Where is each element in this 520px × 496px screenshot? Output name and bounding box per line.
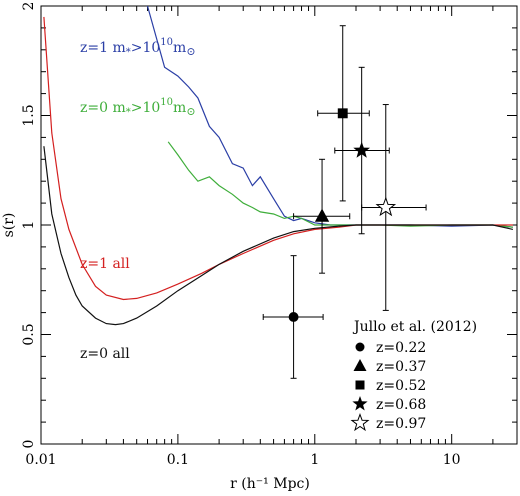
legend-label: z=0.68 [376,397,426,413]
legend-label: z=0.22 [376,340,426,356]
curve-z0-all [43,146,514,326]
point-z-0-68 [353,141,370,158]
point-z-0-37 [314,208,330,222]
legend-label: z=0.97 [376,416,426,432]
curve-z0-mass [167,141,513,228]
label-z1-mass: z=1 m*>1010m⊙ [80,37,196,58]
y-tick-label: 0.5 [21,323,37,345]
legend-marker-triangle [353,359,367,371]
label-z0-all: z=0 all [80,346,130,362]
y-tick-label: 1.5 [21,104,37,126]
curves [43,6,514,326]
point-z-0-22 [288,312,299,322]
y-axis-label: s(r) [1,213,17,238]
label-z1-all: z=1 all [80,256,130,272]
legend: Jullo et al. (2012) z=0.22 z=0.37 z=0.52 z=… [350,319,477,432]
legend-marker-star-open [350,413,370,432]
y-tick-label: 0 [21,440,37,449]
x-tick-label: 1 [310,452,319,468]
legend-marker-star [352,396,368,411]
curve-z1-mass [146,6,513,228]
series-labels: z=1 m*>1010m⊙ z=0 m*>1010m⊙ z=1 all z=0 … [80,37,196,362]
y-tick-label: 2 [21,2,37,11]
x-tick-label: 10 [443,452,461,468]
point-z-0-52 [337,108,348,119]
axis-ticks: 0.01 0.1 1 10 0 0.5 1 1.5 2 [21,2,518,468]
legend-title: Jullo et al. (2012) [352,319,477,335]
x-tick-label: 0.01 [25,452,56,468]
data-points [262,25,427,379]
legend-marker-circle [355,342,365,352]
legend-label: z=0.37 [376,359,426,375]
legend-label: z=0.52 [376,378,426,394]
x-tick-label: 0.1 [167,452,189,468]
point-z-0-97 [375,196,397,217]
label-z0-mass: z=0 m*>1010m⊙ [80,97,196,118]
legend-marker-square [355,380,365,390]
x-axis-label: r (h⁻¹ Mpc) [230,476,310,492]
y-tick-label: 1 [21,221,37,230]
